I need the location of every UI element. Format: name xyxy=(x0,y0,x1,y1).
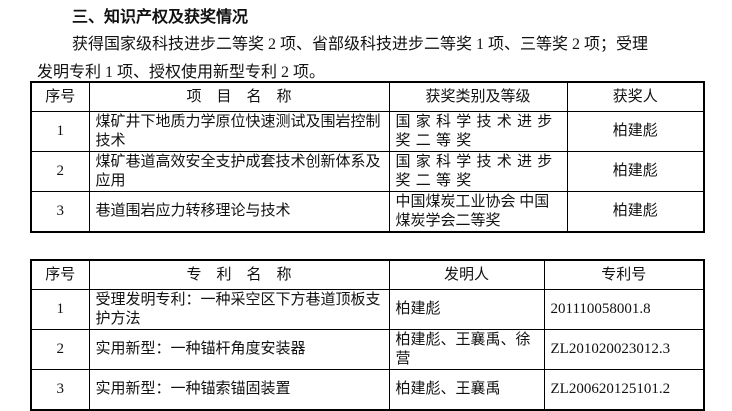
cell-person: 柏建彪 xyxy=(566,151,705,192)
table-row: 3 巷道围岩应力转移理论与技术 中国煤炭工业协会 中国煤炭学会二等奖 柏建彪 xyxy=(30,191,705,233)
table-header-row: 序号 专 利 名 称 发明人 专利号 xyxy=(30,259,705,290)
patents-table: 序号 专 利 名 称 发明人 专利号 1 受理发明专利：一种采空区下方巷道顶板支… xyxy=(30,259,705,411)
cell-inventor: 柏建彪 xyxy=(388,289,545,330)
table-row: 2 煤矿巷道高效安全支护成套技术创新体系及应用 国家科学技术进步奖二等奖 柏建彪 xyxy=(30,151,705,192)
awards-table: 序号 项 目 名 称 获奖类别及等级 获奖人 1 煤矿井下地质力学原位快速测试及… xyxy=(30,81,705,233)
cell-no: 1 xyxy=(30,289,90,330)
header-project-name: 项 目 名 称 xyxy=(88,81,390,112)
cell-number: ZL200620125101.2 xyxy=(543,369,705,411)
cell-no: 1 xyxy=(30,111,90,152)
cell-no: 2 xyxy=(30,329,90,370)
cell-no: 3 xyxy=(30,369,90,411)
table-row: 3 实用新型：一种锚索锚固装置 柏建彪、王襄禹 ZL200620125101.2 xyxy=(30,369,705,411)
cell-no: 3 xyxy=(30,191,90,233)
cell-number: 201110058001.8 xyxy=(543,289,705,330)
header-no: 序号 xyxy=(30,259,90,290)
cell-level: 国家科学技术进步奖二等奖 xyxy=(388,111,568,152)
table-header-row: 序号 项 目 名 称 获奖类别及等级 获奖人 xyxy=(30,81,705,112)
cell-level: 中国煤炭工业协会 中国煤炭学会二等奖 xyxy=(388,191,568,233)
paragraph-line-1: 获得国家级科技进步二等奖 2 项、省部级科技进步二等奖 1 项、三等奖 2 项；… xyxy=(72,36,649,53)
header-no: 序号 xyxy=(30,81,90,112)
header-inventor: 发明人 xyxy=(388,259,545,290)
cell-name: 实用新型：一种锚杆角度安装器 xyxy=(88,329,390,370)
cell-person: 柏建彪 xyxy=(566,191,705,233)
cell-name: 煤矿井下地质力学原位快速测试及围岩控制技术 xyxy=(88,111,390,152)
header-patent-number: 专利号 xyxy=(543,259,705,290)
table-row: 1 受理发明专利：一种采空区下方巷道顶板支护方法 柏建彪 20111005800… xyxy=(30,289,705,330)
paragraph-line-2: 发明专利 1 项、授权使用新型专利 2 项。 xyxy=(37,64,326,81)
cell-inventor: 柏建彪、王襄禹、徐 营 xyxy=(388,329,546,370)
cell-name: 实用新型：一种锚索锚固装置 xyxy=(88,369,390,411)
cell-name: 巷道围岩应力转移理论与技术 xyxy=(88,191,390,233)
cell-inventor: 柏建彪、王襄禹 xyxy=(388,369,545,411)
table-row: 2 实用新型：一种锚杆角度安装器 柏建彪、王襄禹、徐 营 ZL201020023… xyxy=(30,329,705,370)
cell-person: 柏建彪 xyxy=(566,111,705,152)
header-awardee: 获奖人 xyxy=(566,81,705,112)
table-row: 1 煤矿井下地质力学原位快速测试及围岩控制技术 国家科学技术进步奖二等奖 柏建彪 xyxy=(30,111,705,152)
cell-name: 煤矿巷道高效安全支护成套技术创新体系及应用 xyxy=(88,151,390,192)
section-title: 三、知识产权及获奖情况 xyxy=(72,9,249,26)
cell-name: 受理发明专利：一种采空区下方巷道顶板支护方法 xyxy=(88,289,390,330)
header-award-level: 获奖类别及等级 xyxy=(388,81,568,112)
cell-no: 2 xyxy=(30,151,90,192)
header-patent-name: 专 利 名 称 xyxy=(88,259,390,290)
cell-level: 国家科学技术进步奖二等奖 xyxy=(388,151,568,192)
cell-number: ZL201020023012.3 xyxy=(543,329,705,370)
